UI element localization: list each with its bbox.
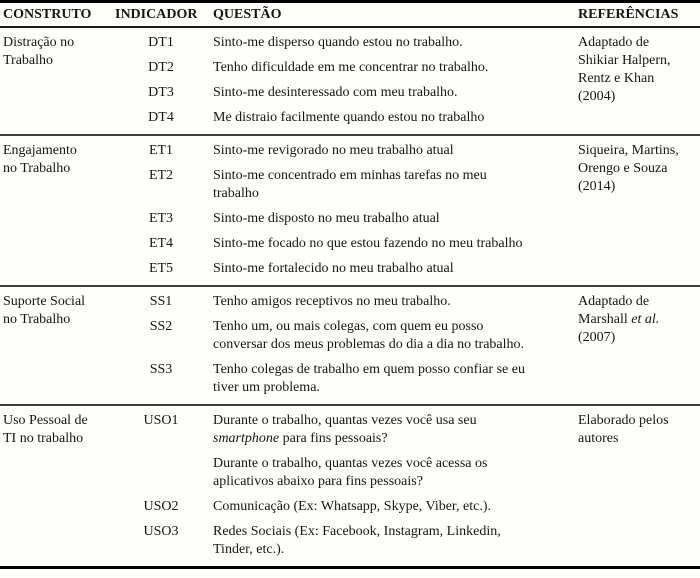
indicator-cell: DT2 bbox=[148, 60, 174, 75]
section-divider bbox=[0, 285, 700, 287]
reference-text: Adaptado de Marshall bbox=[578, 294, 650, 327]
indicator-cell: ET5 bbox=[148, 261, 174, 276]
reference-cell: Adaptado de Shikiar Halpern, Rentz e Kha… bbox=[576, 34, 700, 134]
indicator-cell: ET4 bbox=[148, 236, 174, 251]
section-rows: USO1 Durante o trabalho, quantas vezes v… bbox=[112, 412, 576, 566]
indicator-cell: USO1 bbox=[143, 413, 179, 428]
question-text: Sinto-me revigorado no meu trabalho atua… bbox=[213, 143, 454, 158]
question-cell: Me distraio facilmente quando estou no t… bbox=[210, 109, 576, 127]
question-text: Sinto-me focado no que estou fazendo no … bbox=[213, 236, 523, 251]
question-cell: Sinto-me desinteressado com meu trabalho… bbox=[210, 84, 576, 102]
col-header-construto: CONSTRUTO bbox=[3, 7, 92, 22]
construct-cell: Distração no Trabalho bbox=[3, 35, 75, 68]
indicator-cell: SS1 bbox=[149, 294, 173, 309]
table-row: SS2 Tenho um, ou mais colegas, com quem … bbox=[112, 318, 576, 354]
construct-cell: Suporte Social no Trabalho bbox=[3, 294, 86, 327]
section-rows: SS1 Tenho amigos receptivos no meu traba… bbox=[112, 293, 576, 404]
question-cell: Durante o trabalho, quantas vezes você u… bbox=[210, 412, 576, 448]
question-cell: Tenho colegas de trabalho em quem posso … bbox=[210, 361, 576, 397]
table-row: USO2 Comunicação (Ex: Whatsapp, Skype, V… bbox=[112, 498, 576, 516]
indicator-cell: DT1 bbox=[148, 35, 174, 50]
question-text: Tenho um, ou mais colegas, com quem eu p… bbox=[213, 319, 525, 352]
table-section-engajamento: Engajamento no Trabalho ET1 Sinto-me rev… bbox=[0, 136, 700, 285]
indicator-cell: USO3 bbox=[143, 524, 179, 539]
question-cell: Redes Sociais (Ex: Facebook, Instagram, … bbox=[210, 523, 576, 559]
question-text: Sinto-me disperso quando estou no trabal… bbox=[213, 35, 463, 50]
question-cell: Comunicação (Ex: Whatsapp, Skype, Viber,… bbox=[210, 498, 576, 516]
question-text: Durante o trabalho, quantas vezes você u… bbox=[213, 413, 477, 428]
table-row: ET5 Sinto-me fortalecido no meu trabalho… bbox=[112, 260, 576, 278]
table-section-suporte: Suporte Social no Trabalho SS1 Tenho ami… bbox=[0, 287, 700, 404]
question-text: Redes Sociais (Ex: Facebook, Instagram, … bbox=[213, 524, 501, 557]
indicator-cell: SS2 bbox=[149, 319, 173, 334]
table-row: ET3 Sinto-me disposto no meu trabalho at… bbox=[112, 210, 576, 228]
indicator-cell: DT4 bbox=[148, 110, 174, 125]
reference-cell: Elaborado pelos autores bbox=[576, 412, 700, 566]
section-rows: ET1 Sinto-me revigorado no meu trabalho … bbox=[112, 142, 576, 285]
section-rows: DT1 Sinto-me disperso quando estou no tr… bbox=[112, 34, 576, 134]
indicator-cell: USO2 bbox=[143, 499, 179, 514]
question-text: Tenho colegas de trabalho em quem posso … bbox=[213, 362, 525, 395]
table-row: Durante o trabalho, quantas vezes você a… bbox=[112, 455, 576, 491]
question-cell: Sinto-me fortalecido no meu trabalho atu… bbox=[210, 260, 576, 278]
reference-italic: et al. bbox=[631, 312, 660, 327]
table-row: USO1 Durante o trabalho, quantas vezes v… bbox=[112, 412, 576, 448]
question-cell: Sinto-me revigorado no meu trabalho atua… bbox=[210, 142, 576, 160]
section-divider bbox=[0, 134, 700, 136]
question-cell: Tenho dificuldade em me concentrar no tr… bbox=[210, 59, 576, 77]
question-text: Me distraio facilmente quando estou no t… bbox=[213, 110, 485, 125]
reference-cell: Siqueira, Martins, Orengo e Souza (2014) bbox=[576, 142, 700, 285]
question-text: Tenho dificuldade em me concentrar no tr… bbox=[213, 60, 489, 75]
table-row: SS3 Tenho colegas de trabalho em quem po… bbox=[112, 361, 576, 397]
indicator-cell: ET2 bbox=[148, 168, 174, 183]
question-text: Comunicação (Ex: Whatsapp, Skype, Viber,… bbox=[213, 499, 492, 514]
question-cell: Tenho um, ou mais colegas, com quem eu p… bbox=[210, 318, 576, 354]
question-text: Sinto-me concentrado em minhas tarefas n… bbox=[213, 168, 487, 201]
table-row: USO3 Redes Sociais (Ex: Facebook, Instag… bbox=[112, 523, 576, 559]
table-row: DT1 Sinto-me disperso quando estou no tr… bbox=[112, 34, 576, 52]
construct-cell: Engajamento no Trabalho bbox=[3, 143, 77, 176]
question-text: Sinto-me disposto no meu trabalho atual bbox=[213, 211, 440, 226]
question-cell: Tenho amigos receptivos no meu trabalho. bbox=[210, 293, 576, 311]
col-header-referencias: REFERÊNCIAS bbox=[578, 7, 679, 22]
table-row: DT2 Tenho dificuldade em me concentrar n… bbox=[112, 59, 576, 77]
indicator-cell: ET1 bbox=[148, 143, 174, 158]
question-text: Sinto-me fortalecido no meu trabalho atu… bbox=[213, 261, 454, 276]
question-cell: Sinto-me focado no que estou fazendo no … bbox=[210, 235, 576, 253]
table-header-row: CONSTRUTO INDICADOR QUESTÃO REFERÊNCIAS bbox=[0, 3, 700, 28]
table-section-distracao: Distração no Trabalho DT1 Sinto-me dispe… bbox=[0, 28, 700, 134]
question-text: para fins pessoais? bbox=[279, 431, 388, 446]
reference-text: (2007) bbox=[578, 330, 616, 345]
question-text: Tenho amigos receptivos no meu trabalho. bbox=[213, 294, 451, 309]
question-cell: Sinto-me disposto no meu trabalho atual bbox=[210, 210, 576, 228]
section-divider bbox=[0, 404, 700, 406]
table-row: DT3 Sinto-me desinteressado com meu trab… bbox=[112, 84, 576, 102]
indicator-cell: ET3 bbox=[148, 211, 174, 226]
question-cell: Sinto-me concentrado em minhas tarefas n… bbox=[210, 167, 576, 203]
reference-text: Siqueira, Martins, Orengo e Souza (2014) bbox=[578, 143, 679, 194]
indicator-cell: SS3 bbox=[149, 362, 173, 377]
reference-text: Adaptado de Shikiar Halpern, Rentz e Kha… bbox=[578, 35, 671, 104]
table-row: DT4 Me distraio facilmente quando estou … bbox=[112, 109, 576, 127]
col-header-indicador: INDICADOR bbox=[115, 7, 198, 22]
question-cell: Sinto-me disperso quando estou no trabal… bbox=[210, 34, 576, 52]
col-header-questao: QUESTÃO bbox=[213, 7, 282, 22]
table-row: SS1 Tenho amigos receptivos no meu traba… bbox=[112, 293, 576, 311]
table-section-uso-ti: Uso Pessoal de TI no trabalho USO1 Duran… bbox=[0, 406, 700, 566]
indicator-cell bbox=[112, 455, 210, 491]
question-cell: Durante o trabalho, quantas vezes você a… bbox=[210, 455, 576, 491]
indicator-cell: DT3 bbox=[148, 85, 174, 100]
table-row: ET1 Sinto-me revigorado no meu trabalho … bbox=[112, 142, 576, 160]
construct-cell: Uso Pessoal de TI no trabalho bbox=[3, 413, 88, 446]
question-text: Sinto-me desinteressado com meu trabalho… bbox=[213, 85, 458, 100]
question-text: Durante o trabalho, quantas vezes você a… bbox=[213, 456, 488, 489]
table-row: ET4 Sinto-me focado no que estou fazendo… bbox=[112, 235, 576, 253]
table-row: ET2 Sinto-me concentrado em minhas taref… bbox=[112, 167, 576, 203]
reference-text: Elaborado pelos autores bbox=[578, 413, 669, 446]
reference-cell: Adaptado de Marshall et al. (2007) bbox=[576, 293, 700, 404]
question-italic: smartphone bbox=[213, 431, 280, 446]
